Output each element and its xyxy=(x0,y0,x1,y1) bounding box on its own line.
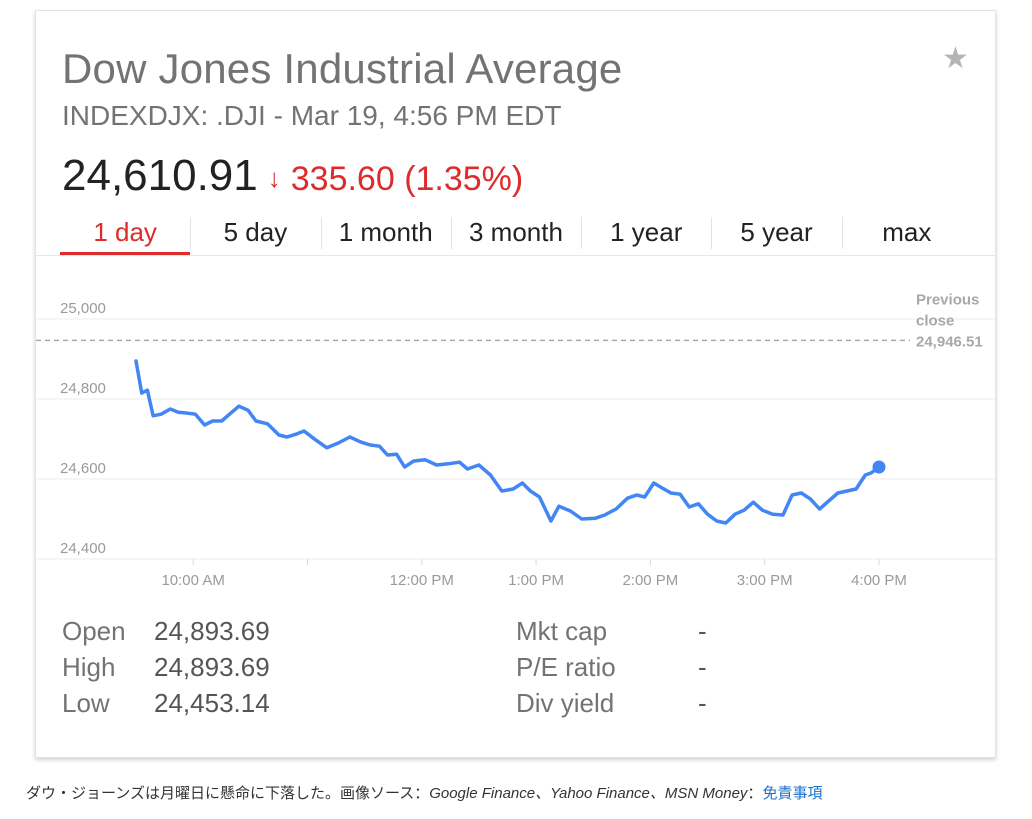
stat-row-open: Open 24,893.69 xyxy=(62,613,270,649)
x-tick-label: 4:00 PM xyxy=(851,572,907,589)
tab-1-year[interactable]: 1 year xyxy=(581,211,711,255)
stat-value: - xyxy=(698,616,707,646)
range-tabs: 1 day 5 day 1 month 3 month 1 year 5 yea… xyxy=(60,211,972,255)
stats-left: Open 24,893.69 High 24,893.69 Low 24,453.14 xyxy=(62,613,270,721)
previous-close-label: Previous xyxy=(916,291,979,308)
stat-row-high: High 24,893.69 xyxy=(62,649,270,685)
y-tick-label: 25,000 xyxy=(60,300,106,317)
x-tick-label: 3:00 PM xyxy=(737,572,793,589)
tab-5-day[interactable]: 5 day xyxy=(190,211,320,255)
star-icon[interactable]: ★ xyxy=(942,42,969,75)
y-tick-label: 24,400 xyxy=(60,540,106,557)
y-tick-label: 24,600 xyxy=(60,460,106,477)
stat-label: Div yield xyxy=(516,688,615,718)
arrow-down-icon: ↓ xyxy=(267,163,281,193)
previous-close-label: close xyxy=(916,312,954,329)
x-tick-label: 1:00 PM xyxy=(508,572,564,589)
stat-value: 24,453.14 xyxy=(154,688,270,718)
caption-text: ダウ・ジョーンズは月曜日に懸命に下落した。画像ソース： xyxy=(26,785,430,802)
stat-row-mkt-cap: Mkt cap - xyxy=(516,613,707,649)
x-tick-label: 2:00 PM xyxy=(622,572,678,589)
x-tick-label: 10:00 AM xyxy=(161,572,224,589)
disclaimer-link[interactable]: 免責事項 xyxy=(762,785,823,802)
stat-row-div-yield: Div yield - xyxy=(516,685,707,721)
stat-row-low: Low 24,453.14 xyxy=(62,685,270,721)
tab-1-month[interactable]: 1 month xyxy=(320,211,451,255)
tab-1-day[interactable]: 1 day xyxy=(60,211,191,255)
stats-right: Mkt cap - P/E ratio - Div yield - xyxy=(516,613,707,721)
y-tick-label: 24,800 xyxy=(60,380,106,397)
stat-value: - xyxy=(698,652,707,682)
caption-sources: Google Finance、Yahoo Finance、MSN Money xyxy=(429,785,748,802)
tab-3-month[interactable]: 3 month xyxy=(450,211,581,255)
tab-5-year[interactable]: 5 year xyxy=(711,211,841,255)
stat-row-pe-ratio: P/E ratio - xyxy=(516,649,707,685)
previous-close-value: 24,946.51 xyxy=(916,333,983,350)
stat-value: 24,893.69 xyxy=(154,616,270,646)
price-chart: 25,000 24,800 24,600 24,400 10:00 AM 12:00 PM… xyxy=(36,291,995,589)
stat-label: P/E ratio xyxy=(516,652,616,682)
stat-label: Mkt cap xyxy=(516,616,608,646)
caption-separator: ： xyxy=(747,785,763,802)
series-line xyxy=(134,359,881,525)
tabs-divider xyxy=(36,255,995,256)
image-caption: ダウ・ジョーンズは月曜日に懸命に下落した。画像ソース：Google Financ… xyxy=(26,782,822,803)
quote-card: Dow Jones Industrial Average INDEXDJX: .… xyxy=(35,10,996,758)
index-subtitle: INDEXDJX: .DJI - Mar 19, 4:56 PM EDT xyxy=(62,100,562,131)
price-change: 335.60 (1.35%) xyxy=(290,160,524,198)
tab-max[interactable]: max xyxy=(841,211,972,255)
last-point-marker xyxy=(872,460,886,474)
current-price: 24,610.91 xyxy=(62,151,258,200)
stat-label: Low xyxy=(62,688,110,718)
stat-value: 24,893.69 xyxy=(154,652,270,682)
index-title: Dow Jones Industrial Average xyxy=(62,45,623,92)
price-row: 24,610.91 ↓ 335.60 (1.35%) xyxy=(62,151,523,207)
stat-label: Open xyxy=(62,616,126,646)
stat-label: High xyxy=(62,652,116,682)
stat-value: - xyxy=(698,688,707,718)
x-tick-label: 12:00 PM xyxy=(390,572,454,589)
